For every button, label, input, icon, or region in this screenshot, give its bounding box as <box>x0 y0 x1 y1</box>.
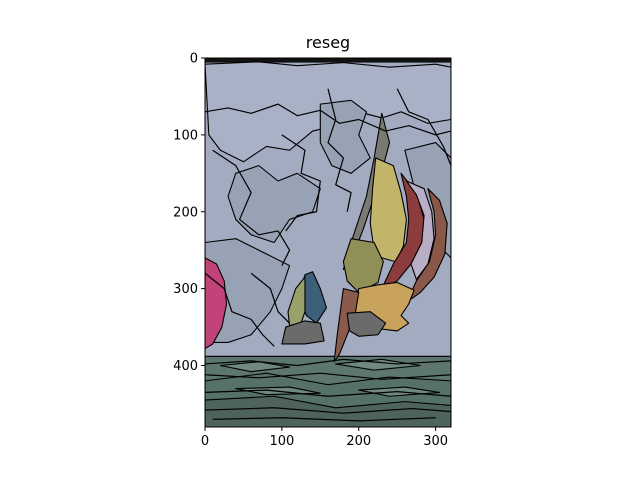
x-tick-label: 0 <box>201 434 209 449</box>
y-tick-label: 0 <box>190 52 198 67</box>
y-tick-label: 300 <box>173 282 198 297</box>
brown-sail <box>405 188 448 304</box>
y-axis: 0 100 200 300 400 <box>173 52 205 374</box>
y-tick-label: 400 <box>173 359 198 374</box>
image-frame <box>204 57 452 428</box>
rust-bow-region <box>333 288 360 363</box>
water-contour-1 <box>205 358 451 367</box>
plot-area: 0 100 200 300 0 100 200 300 400 <box>173 52 452 449</box>
small-boat-hull <box>281 320 325 345</box>
seg-contour-2 <box>212 149 291 266</box>
lavender-sail <box>405 180 435 280</box>
big-boat-hull <box>346 311 387 337</box>
seg-contour-5 <box>205 272 275 347</box>
x-tick-label: 100 <box>269 434 294 449</box>
segmented-image <box>205 58 451 427</box>
y-tick-label: 100 <box>173 128 198 143</box>
water-contour-5 <box>212 417 436 422</box>
water-contour-2 <box>205 372 451 380</box>
x-tick-label: 200 <box>346 434 371 449</box>
sky-mid-region-3 <box>205 238 291 343</box>
water-contour-4 <box>205 407 451 414</box>
x-axis: 0 100 200 300 <box>201 427 448 449</box>
seg-contour-6 <box>250 272 290 324</box>
seg-contour-4 <box>327 88 352 212</box>
seg-contour-1 <box>205 103 451 136</box>
water-contour-3 <box>205 389 451 397</box>
seg-contour-3 <box>281 134 321 232</box>
chart-title: reseg <box>306 33 350 52</box>
water-band-1 <box>219 361 291 373</box>
top-edge-strip <box>205 58 451 63</box>
y-tick-label: 200 <box>173 205 198 220</box>
pink-sail <box>205 257 228 350</box>
seg-contour-7 <box>396 88 451 166</box>
sky-mid-region-1 <box>227 165 321 244</box>
x-tick-label: 300 <box>423 434 448 449</box>
